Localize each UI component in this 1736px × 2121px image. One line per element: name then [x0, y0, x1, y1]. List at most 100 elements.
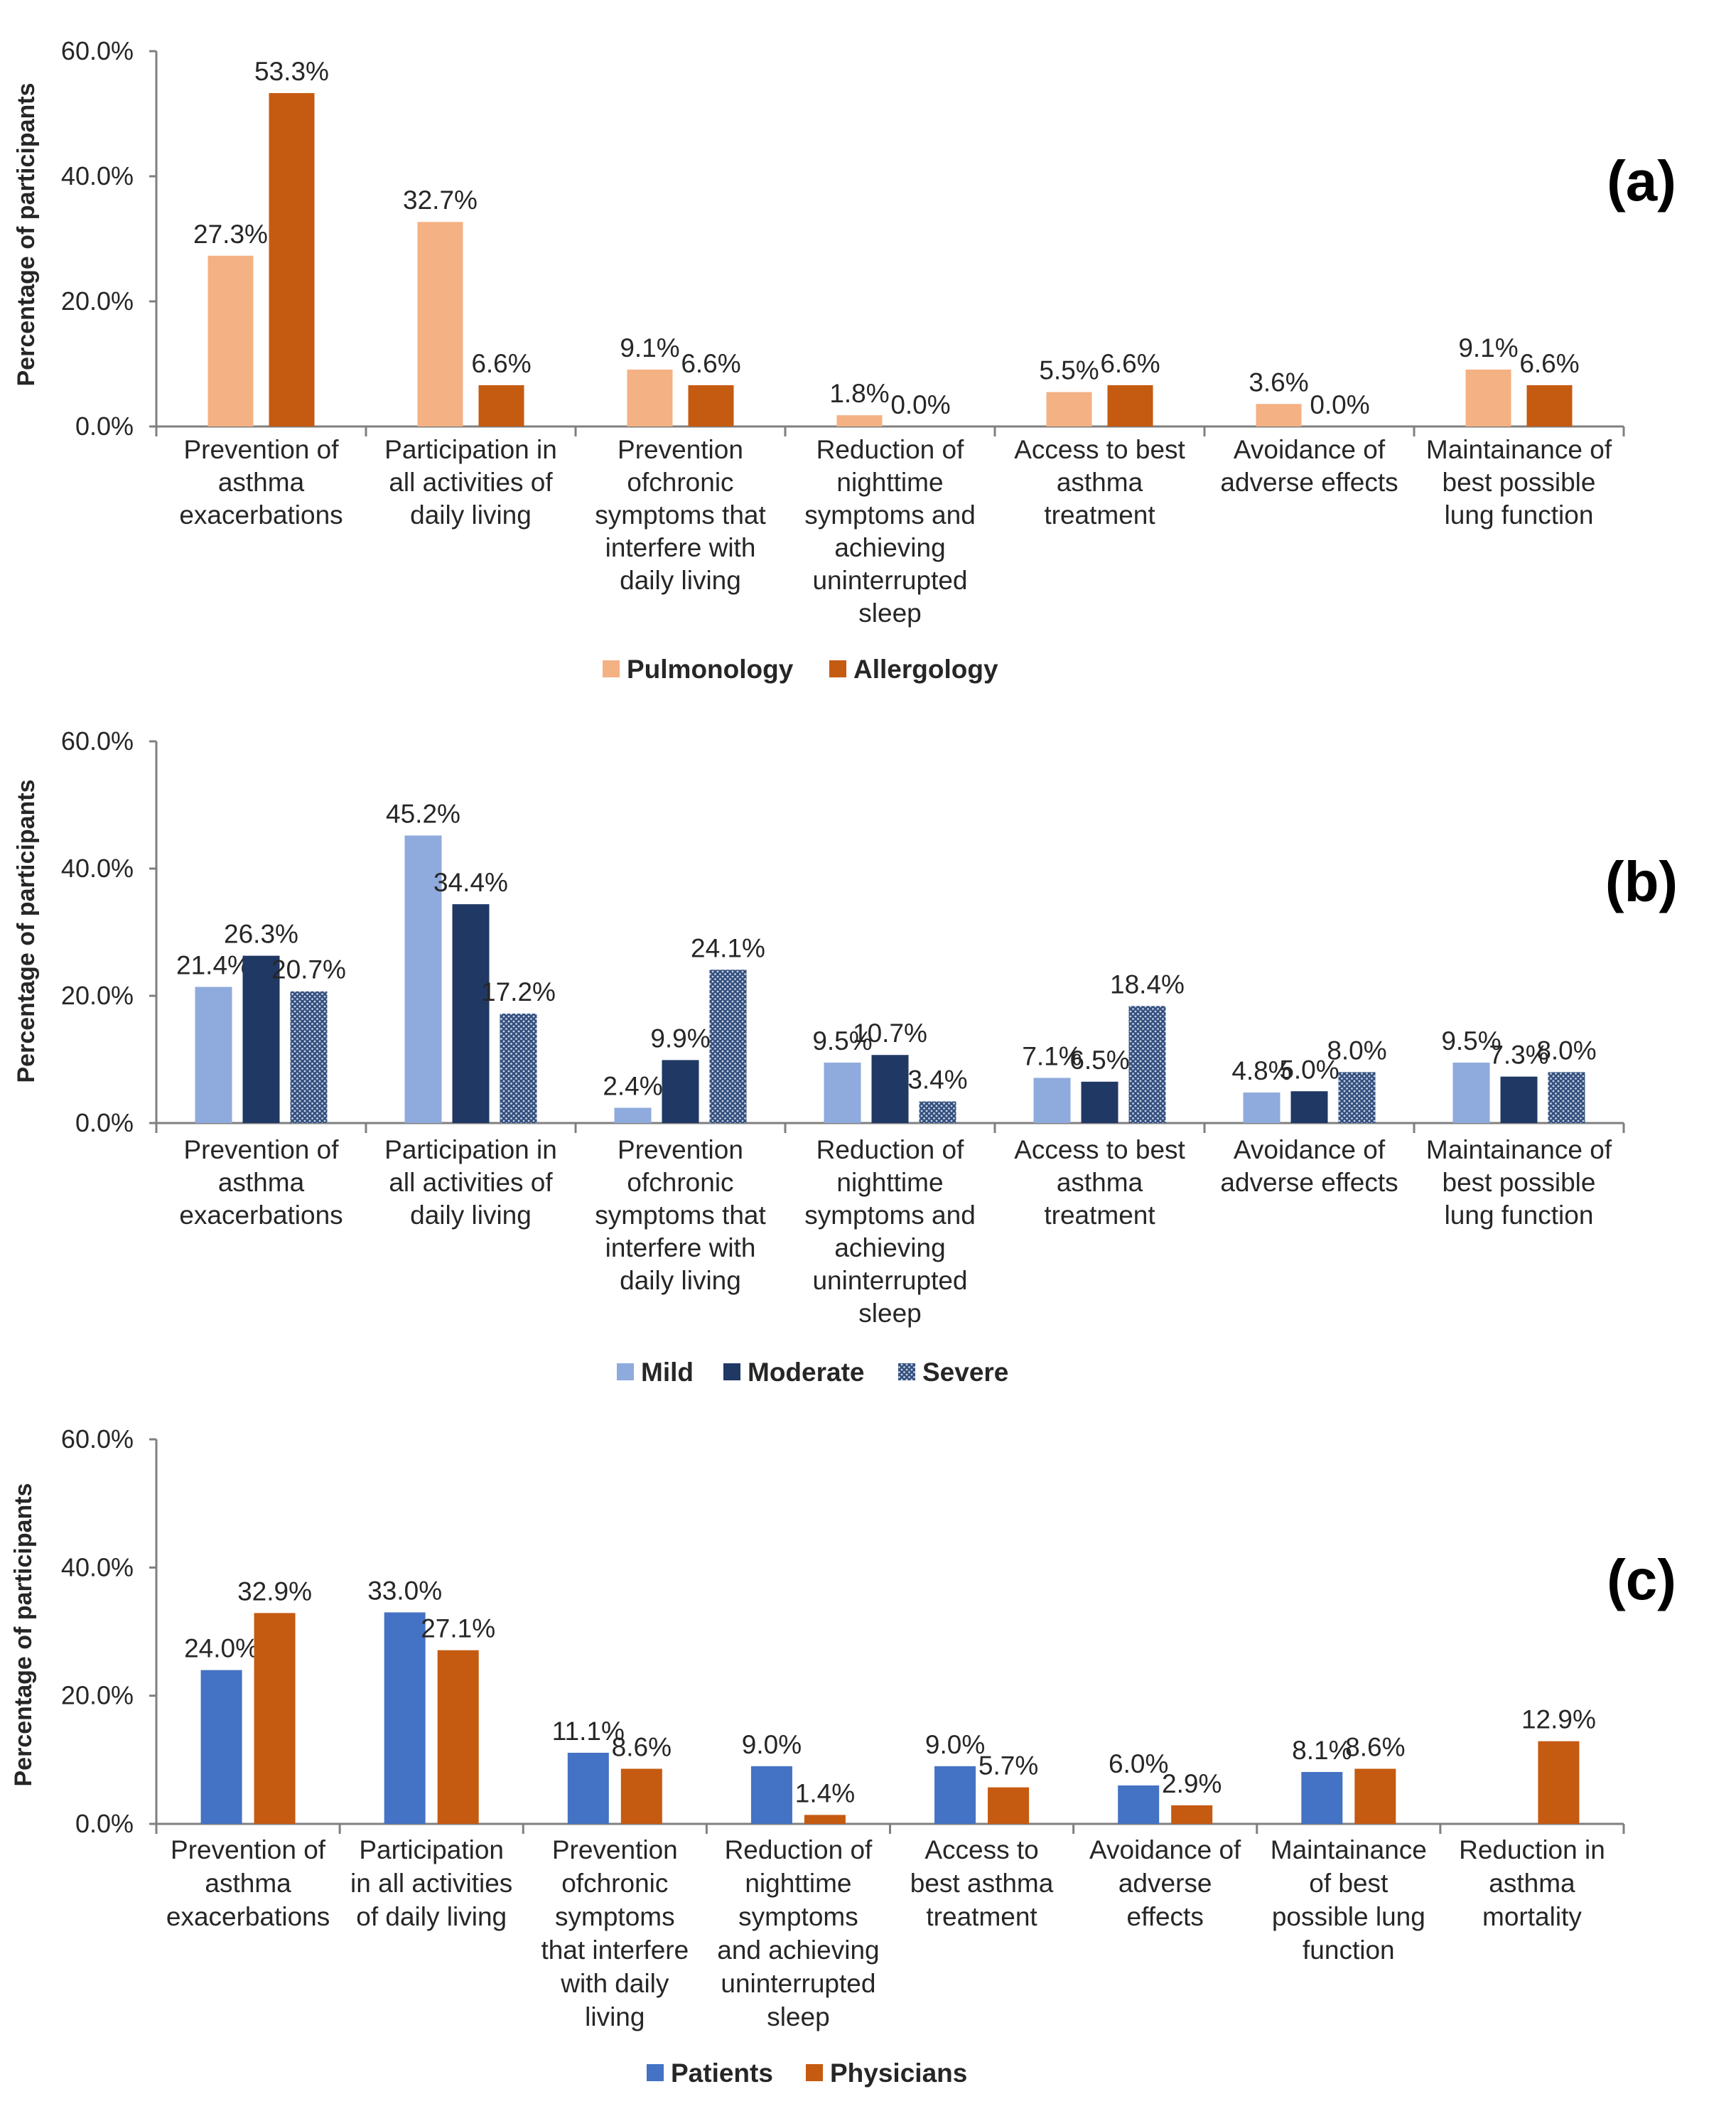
- data-label: 9.5%: [812, 1026, 872, 1056]
- category-label-line: achieving: [834, 533, 945, 562]
- bar-mild-4: [824, 1062, 861, 1123]
- bar-moderate-4: [871, 1055, 909, 1123]
- data-label: 45.2%: [386, 799, 460, 828]
- data-label: 17.2%: [481, 977, 556, 1006]
- data-label: 33.0%: [367, 1576, 442, 1605]
- category-label-line: symptoms that: [595, 1201, 766, 1230]
- category-label: Reduction in asthma mortality: [1459, 1835, 1605, 1931]
- category-label-line: nighttime: [836, 1168, 943, 1197]
- data-label: 26.3%: [224, 920, 298, 949]
- legend-label-moderate: Moderate: [748, 1358, 864, 1387]
- legend-swatch-patients: [647, 2064, 664, 2081]
- bar-moderate-6: [1290, 1091, 1328, 1123]
- y-tick-label: 0.0%: [75, 1809, 134, 1838]
- category-label-line: achieving: [834, 1233, 945, 1262]
- category-label-line: symptoms: [738, 1902, 858, 1931]
- data-label: 2.9%: [1162, 1769, 1222, 1798]
- bar-mild-7: [1452, 1062, 1490, 1123]
- y-tick-label: 20.0%: [61, 286, 134, 316]
- data-label: 5.5%: [1039, 356, 1099, 385]
- data-label: 1.4%: [795, 1778, 855, 1808]
- category-label-line: in all activities: [350, 1869, 512, 1898]
- category-label-line: Maintainance of: [1426, 435, 1612, 464]
- category-label-line: best asthma: [910, 1869, 1054, 1898]
- data-label: 6.6%: [681, 349, 740, 378]
- category-label: Maintainance of best possible lung functio…: [1426, 1135, 1612, 1230]
- category-label-line: asthma: [1057, 468, 1143, 497]
- bar-physicians-6: [1171, 1805, 1213, 1824]
- category-label-line: sleep: [858, 1299, 921, 1328]
- bar-severe-3: [709, 970, 747, 1123]
- bar-pulmonology-5: [1046, 392, 1092, 426]
- category-label-line: sleep: [858, 598, 921, 628]
- data-label: 3.4%: [907, 1065, 967, 1095]
- data-label: 8.6%: [612, 1732, 672, 1761]
- bar-physicians-5: [988, 1787, 1030, 1824]
- data-label: 4.8%: [1231, 1056, 1291, 1085]
- category-label: Avoidance of adverse effects: [1220, 1135, 1398, 1197]
- category-label-line: daily living: [620, 566, 741, 595]
- category-label-line: daily living: [410, 500, 532, 530]
- legend-swatch-moderate: [723, 1363, 740, 1380]
- panel-label: (a): [1607, 149, 1676, 213]
- category-label-line: and achieving: [717, 1935, 879, 1965]
- category-label-line: treatment: [1044, 500, 1155, 530]
- category-label-line: daily living: [410, 1201, 532, 1230]
- chart-panel-2: 0.0% 20.0% 40.0% 60.0% Percentage of partici…: [13, 726, 1678, 1387]
- data-label: 24.1%: [691, 933, 765, 962]
- category-label-line: interfere with: [605, 1233, 756, 1262]
- data-label: 6.6%: [1100, 349, 1160, 378]
- bar-pulmonology-3: [627, 369, 673, 426]
- category-label-line: symptoms: [555, 1902, 675, 1931]
- category-label-line: of daily living: [356, 1902, 507, 1931]
- y-axis-title: Percentage of participants: [13, 82, 40, 386]
- legend-label-pulmonology: Pulmonology: [627, 655, 794, 684]
- data-label: 32.9%: [237, 1577, 312, 1606]
- category-label: Prevention of asthma exacerbations: [179, 1135, 343, 1230]
- bar-patients-4: [750, 1766, 792, 1824]
- category-label-line: Access to best: [1014, 435, 1185, 464]
- category-label: Prevention ofchronic symptoms that interfer…: [595, 1135, 766, 1295]
- bar-moderate-3: [662, 1060, 699, 1123]
- data-label: 8.6%: [1345, 1732, 1405, 1761]
- legend-label-allergology: Allergology: [853, 655, 998, 684]
- category-label-line: Reduction of: [816, 435, 964, 464]
- data-label: 6.6%: [471, 349, 531, 378]
- bar-severe-6: [1338, 1072, 1376, 1123]
- category-label: Reduction of nighttime symptoms and achievi…: [804, 435, 976, 628]
- data-label: 9.0%: [742, 1730, 802, 1759]
- category-label: Maintainance of best possible lung functio…: [1426, 435, 1612, 530]
- category-label-line: Participation: [359, 1835, 504, 1864]
- data-label: 34.4%: [433, 868, 508, 897]
- category-label: Participation in all activities of daily l…: [384, 1135, 557, 1230]
- data-label: 8.1%: [1292, 1736, 1352, 1765]
- category-label-line: symptoms and: [804, 1201, 976, 1230]
- data-label: 9.9%: [650, 1024, 710, 1053]
- bar-allergology-7: [1526, 385, 1573, 426]
- category-label-line: adverse effects: [1220, 468, 1398, 497]
- chart-panel-1: 0.0% 20.0% 40.0% 60.0% Percentage of partici…: [13, 36, 1676, 684]
- data-label: 0.0%: [1310, 390, 1369, 419]
- bar-allergology-2: [478, 385, 524, 426]
- category-label-line: asthma: [205, 1869, 291, 1898]
- bar-moderate-7: [1500, 1076, 1538, 1123]
- y-tick-label: 0.0%: [75, 1108, 134, 1137]
- y-tick-label: 60.0%: [61, 36, 134, 65]
- chart-panel-3: 0.0% 20.0% 40.0% 60.0% Percentage of partici…: [10, 1424, 1676, 2088]
- category-label-line: ofchronic: [627, 1168, 733, 1197]
- category-label-line: uninterrupted: [721, 1969, 875, 1998]
- bar-patients-2: [384, 1612, 426, 1824]
- category-label-line: asthma: [218, 468, 305, 497]
- bar-patients-3: [567, 1752, 609, 1824]
- bar-severe-4: [919, 1101, 956, 1123]
- data-label: 9.1%: [1458, 333, 1518, 363]
- category-label-line: Prevention of: [183, 435, 339, 464]
- category-label-line: best possible: [1443, 468, 1596, 497]
- legend-swatch-mild: [617, 1363, 634, 1380]
- bar-pulmonology-1: [207, 255, 254, 426]
- category-label-line: asthma: [1489, 1869, 1575, 1898]
- data-label: 27.3%: [193, 220, 268, 249]
- data-label: 5.7%: [978, 1751, 1038, 1781]
- bar-physicians-8: [1538, 1741, 1580, 1824]
